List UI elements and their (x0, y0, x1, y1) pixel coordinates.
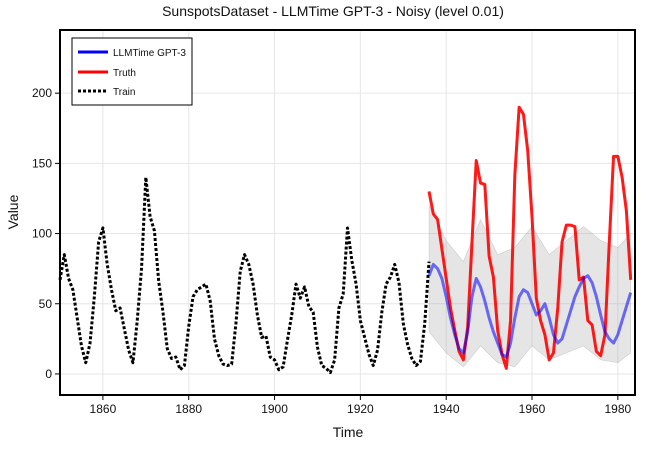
series-line-truth (427, 105, 633, 370)
uncertainty-band-area (428, 205, 632, 368)
legend-label-train: Train (113, 87, 135, 98)
x-axis-label: Time (333, 424, 364, 440)
x-tick-label: 1860 (90, 402, 117, 416)
series-lines (58, 105, 633, 375)
plot-frame (59, 29, 636, 396)
x-tick-label: 1940 (433, 402, 460, 416)
y-tick-label: 0 (45, 367, 52, 381)
y-tick-label: 50 (39, 297, 53, 311)
axis-ticks: 1860 1880 1900 1920 1940 1960 1980 0 50 100 150 200 (32, 86, 632, 416)
x-tick-label: 1880 (175, 402, 202, 416)
legend-label-truth: Truth (113, 68, 136, 79)
y-axis-label: Value (5, 194, 21, 229)
x-tick-label: 1920 (347, 402, 374, 416)
legend-label-llmtime: LLMTime GPT-3 (113, 48, 186, 59)
series-line-llmtime-gpt-3 (427, 262, 633, 359)
x-tick-label: 1900 (261, 402, 288, 416)
y-tick-label: 150 (32, 156, 52, 170)
chart-title: SunspotsDataset - LLMTime GPT-3 - Noisy … (162, 3, 504, 19)
uncertainty-band (428, 205, 632, 368)
x-tick-label: 1980 (604, 402, 631, 416)
y-tick-label: 200 (32, 86, 52, 100)
legend: LLMTime GPT-3 Truth Train (71, 37, 193, 106)
series-line-train (58, 175, 431, 375)
x-tick-label: 1960 (519, 402, 546, 416)
y-tick-label: 100 (32, 227, 52, 241)
